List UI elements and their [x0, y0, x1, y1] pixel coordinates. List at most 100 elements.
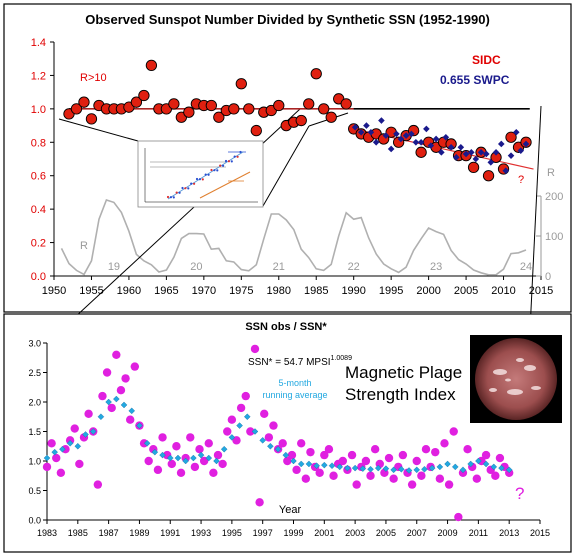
running-average-point	[243, 413, 251, 421]
top-chart-title: Observed Sunspot Number Divided by Synth…	[85, 12, 490, 27]
right-axis-tick-label: 0	[545, 271, 551, 283]
inset-dot	[187, 187, 190, 190]
monthly-point	[389, 474, 398, 483]
top-x-tick-label: 1975	[229, 285, 253, 297]
monthly-point	[144, 456, 153, 466]
inset-dot	[198, 178, 201, 181]
ssn-curve	[60, 199, 527, 276]
bottom-x-tick-label: 1991	[160, 528, 180, 538]
inset-dot	[227, 160, 230, 163]
swpc-point	[363, 122, 370, 129]
r-threshold-label: R>10	[80, 72, 107, 84]
inset-dot	[204, 173, 207, 176]
running-average-point	[74, 442, 82, 450]
swpc-point	[497, 140, 505, 148]
top-right-axis-ticks: 0 100 200	[536, 191, 563, 283]
running-average-point	[505, 466, 513, 474]
inset-dot	[184, 187, 187, 190]
running-average-point	[97, 413, 105, 421]
monthly-point	[107, 403, 116, 413]
sidc-point	[482, 170, 495, 182]
top-y-tick-label: 0.2	[31, 238, 46, 250]
running-average-point	[136, 422, 143, 429]
top-x-tick-label: 1955	[79, 285, 103, 297]
running-average-point	[128, 407, 136, 415]
bottom-y-tick-label: 2.0	[28, 398, 41, 408]
inset-dot	[233, 155, 236, 158]
swpc-point	[447, 144, 455, 151]
monthly-point	[246, 427, 255, 436]
monthly-point	[454, 512, 463, 522]
swpc-point	[397, 135, 405, 143]
monthly-point	[47, 439, 56, 448]
monthly-point	[338, 456, 347, 466]
swpc-point	[393, 130, 400, 138]
monthly-point	[463, 445, 472, 454]
sidc-point	[415, 146, 427, 158]
bottom-y-tick-label: 0.5	[28, 486, 41, 496]
swpc-point	[372, 138, 380, 146]
cycle-label: 23	[430, 261, 442, 273]
monthly-point	[70, 424, 79, 433]
right-axis-r-label: R	[547, 167, 555, 179]
swpc-point	[507, 152, 515, 159]
sidc-point	[235, 78, 247, 90]
monthly-point	[481, 450, 491, 460]
running-average-point	[89, 428, 97, 435]
inset-dot	[210, 168, 213, 172]
monthly-point	[176, 468, 186, 477]
monthly-point	[407, 480, 417, 489]
running-average-point	[297, 460, 305, 468]
running-average-label-line2: running average	[262, 390, 327, 400]
sidc-point	[78, 96, 90, 108]
monthly-point	[93, 480, 103, 489]
running-average-point	[382, 465, 390, 472]
top-x-tick-label: 1995	[379, 285, 403, 297]
monthly-point	[352, 480, 361, 489]
running-average-point	[305, 460, 313, 468]
inset-dot	[190, 182, 193, 185]
swpc-point	[517, 147, 525, 154]
running-average-point	[120, 401, 128, 409]
running-average-point	[143, 440, 151, 447]
mpsi-label-line2: Strength Index	[345, 385, 456, 404]
sidc-point	[145, 59, 158, 72]
swpc-point	[357, 128, 365, 136]
swpc-point	[492, 149, 500, 156]
running-average-point	[421, 465, 428, 473]
cycle-label: 21	[273, 261, 285, 273]
running-average-point	[220, 445, 228, 453]
cycle-label: 24	[520, 261, 532, 273]
running-average-points	[43, 395, 513, 474]
inset-dot	[216, 169, 219, 172]
running-average-point	[336, 463, 344, 471]
monthly-point	[199, 456, 209, 466]
swpc-point	[378, 117, 385, 124]
monthly-point	[287, 450, 297, 460]
running-average-point	[351, 464, 359, 472]
running-average-point	[482, 460, 490, 468]
running-average-label-line1: 5-month	[278, 378, 311, 388]
monthly-point	[301, 474, 311, 483]
running-average-point	[498, 464, 505, 472]
swpc-point	[468, 149, 475, 156]
monthly-point	[190, 462, 200, 472]
connector-line	[262, 125, 310, 207]
swpc-point	[412, 138, 420, 146]
running-average-point	[459, 466, 467, 474]
top-x-tick-label: 1950	[42, 285, 66, 297]
swpc-legend-label: 0.655 SWPC	[440, 73, 510, 87]
running-average-point	[313, 462, 320, 470]
running-average-point	[490, 463, 498, 471]
top-question-mark: ?	[518, 174, 524, 186]
running-average-point	[267, 442, 274, 450]
monthly-point	[449, 427, 458, 436]
inset-thumbnail-plot	[137, 140, 264, 208]
monthly-point	[84, 409, 93, 418]
right-axis-tick-label: 200	[545, 191, 563, 203]
monthly-point	[320, 450, 329, 460]
sidc-point	[340, 98, 352, 110]
swpc-point	[462, 150, 470, 158]
bottom-x-tick-label: 2013	[499, 528, 519, 538]
monthly-point	[361, 456, 371, 466]
